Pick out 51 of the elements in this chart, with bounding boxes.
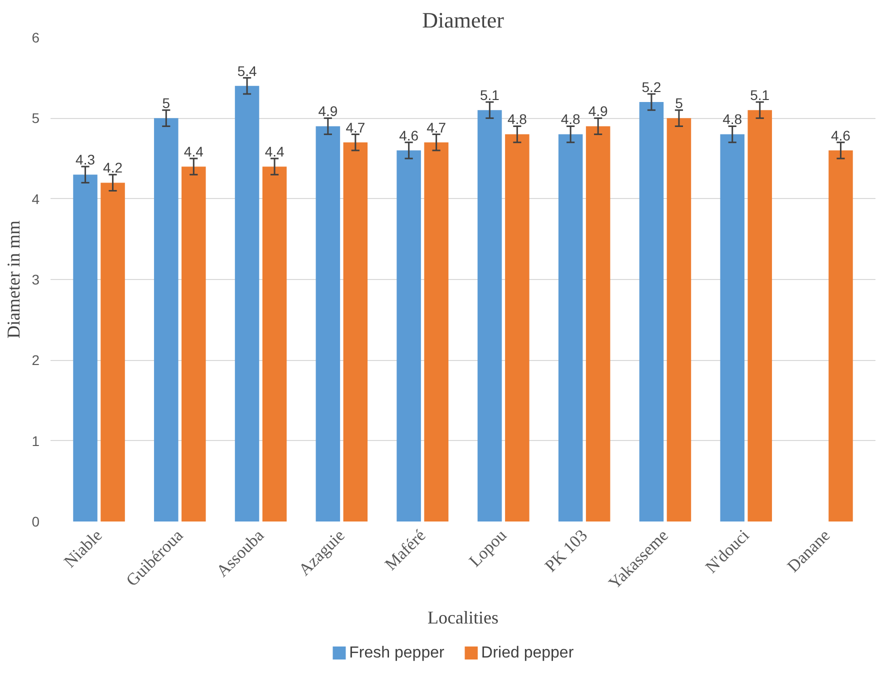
data-label: 4.7 [346, 119, 366, 136]
bar [100, 182, 125, 522]
y-tick-label: 5 [32, 110, 40, 126]
data-label: 4.4 [184, 144, 204, 160]
y-tick-label: 2 [32, 352, 40, 368]
bar [343, 142, 368, 522]
bar [505, 134, 530, 522]
bar [316, 126, 340, 522]
y-tick-label: 4 [32, 190, 40, 207]
data-label: 4.8 [507, 111, 528, 128]
data-label: 4.3 [76, 152, 96, 168]
bar [666, 118, 692, 522]
y-tick-label: 6 [32, 30, 40, 46]
data-label: 5.2 [642, 78, 662, 95]
bar [396, 150, 421, 522]
data-label: 4.4 [264, 144, 284, 160]
bar [748, 110, 772, 522]
data-label: 4.8 [560, 111, 581, 128]
data-label: 5.1 [480, 87, 500, 104]
data-label: 5.1 [750, 87, 770, 104]
bar [424, 142, 448, 522]
data-label: 4.6 [399, 127, 419, 144]
x-axis-title: Localities [428, 607, 498, 628]
legend-label: Fresh pepper [349, 644, 445, 662]
data-label: 4.7 [426, 119, 446, 136]
y-axis-title: Diameter in mm [4, 220, 24, 338]
legend-label: Dried pepper [481, 644, 574, 662]
bar [558, 134, 583, 522]
bar [586, 126, 610, 522]
y-tick-label: 0 [32, 514, 40, 530]
bar [828, 150, 853, 522]
bar [262, 166, 287, 522]
bar [73, 174, 98, 522]
y-tick-label: 3 [32, 272, 40, 288]
bar [234, 86, 260, 522]
data-label: 5.4 [237, 62, 257, 79]
data-label: 4.6 [830, 127, 851, 144]
data-label: 5 [162, 95, 170, 112]
bar [478, 110, 502, 522]
chart-title: Diameter [422, 8, 505, 32]
x-tick-label: PK 103 [541, 526, 592, 576]
data-label: 4.9 [318, 103, 338, 120]
data-label: 4.8 [722, 111, 742, 128]
data-label: 4.9 [588, 103, 608, 120]
bar [154, 118, 178, 522]
data-label: 4.2 [103, 160, 123, 176]
data-label: 5 [675, 95, 684, 112]
bar [182, 166, 206, 522]
bar [639, 102, 664, 522]
bar [720, 134, 744, 522]
y-tick-label: 1 [32, 432, 40, 449]
